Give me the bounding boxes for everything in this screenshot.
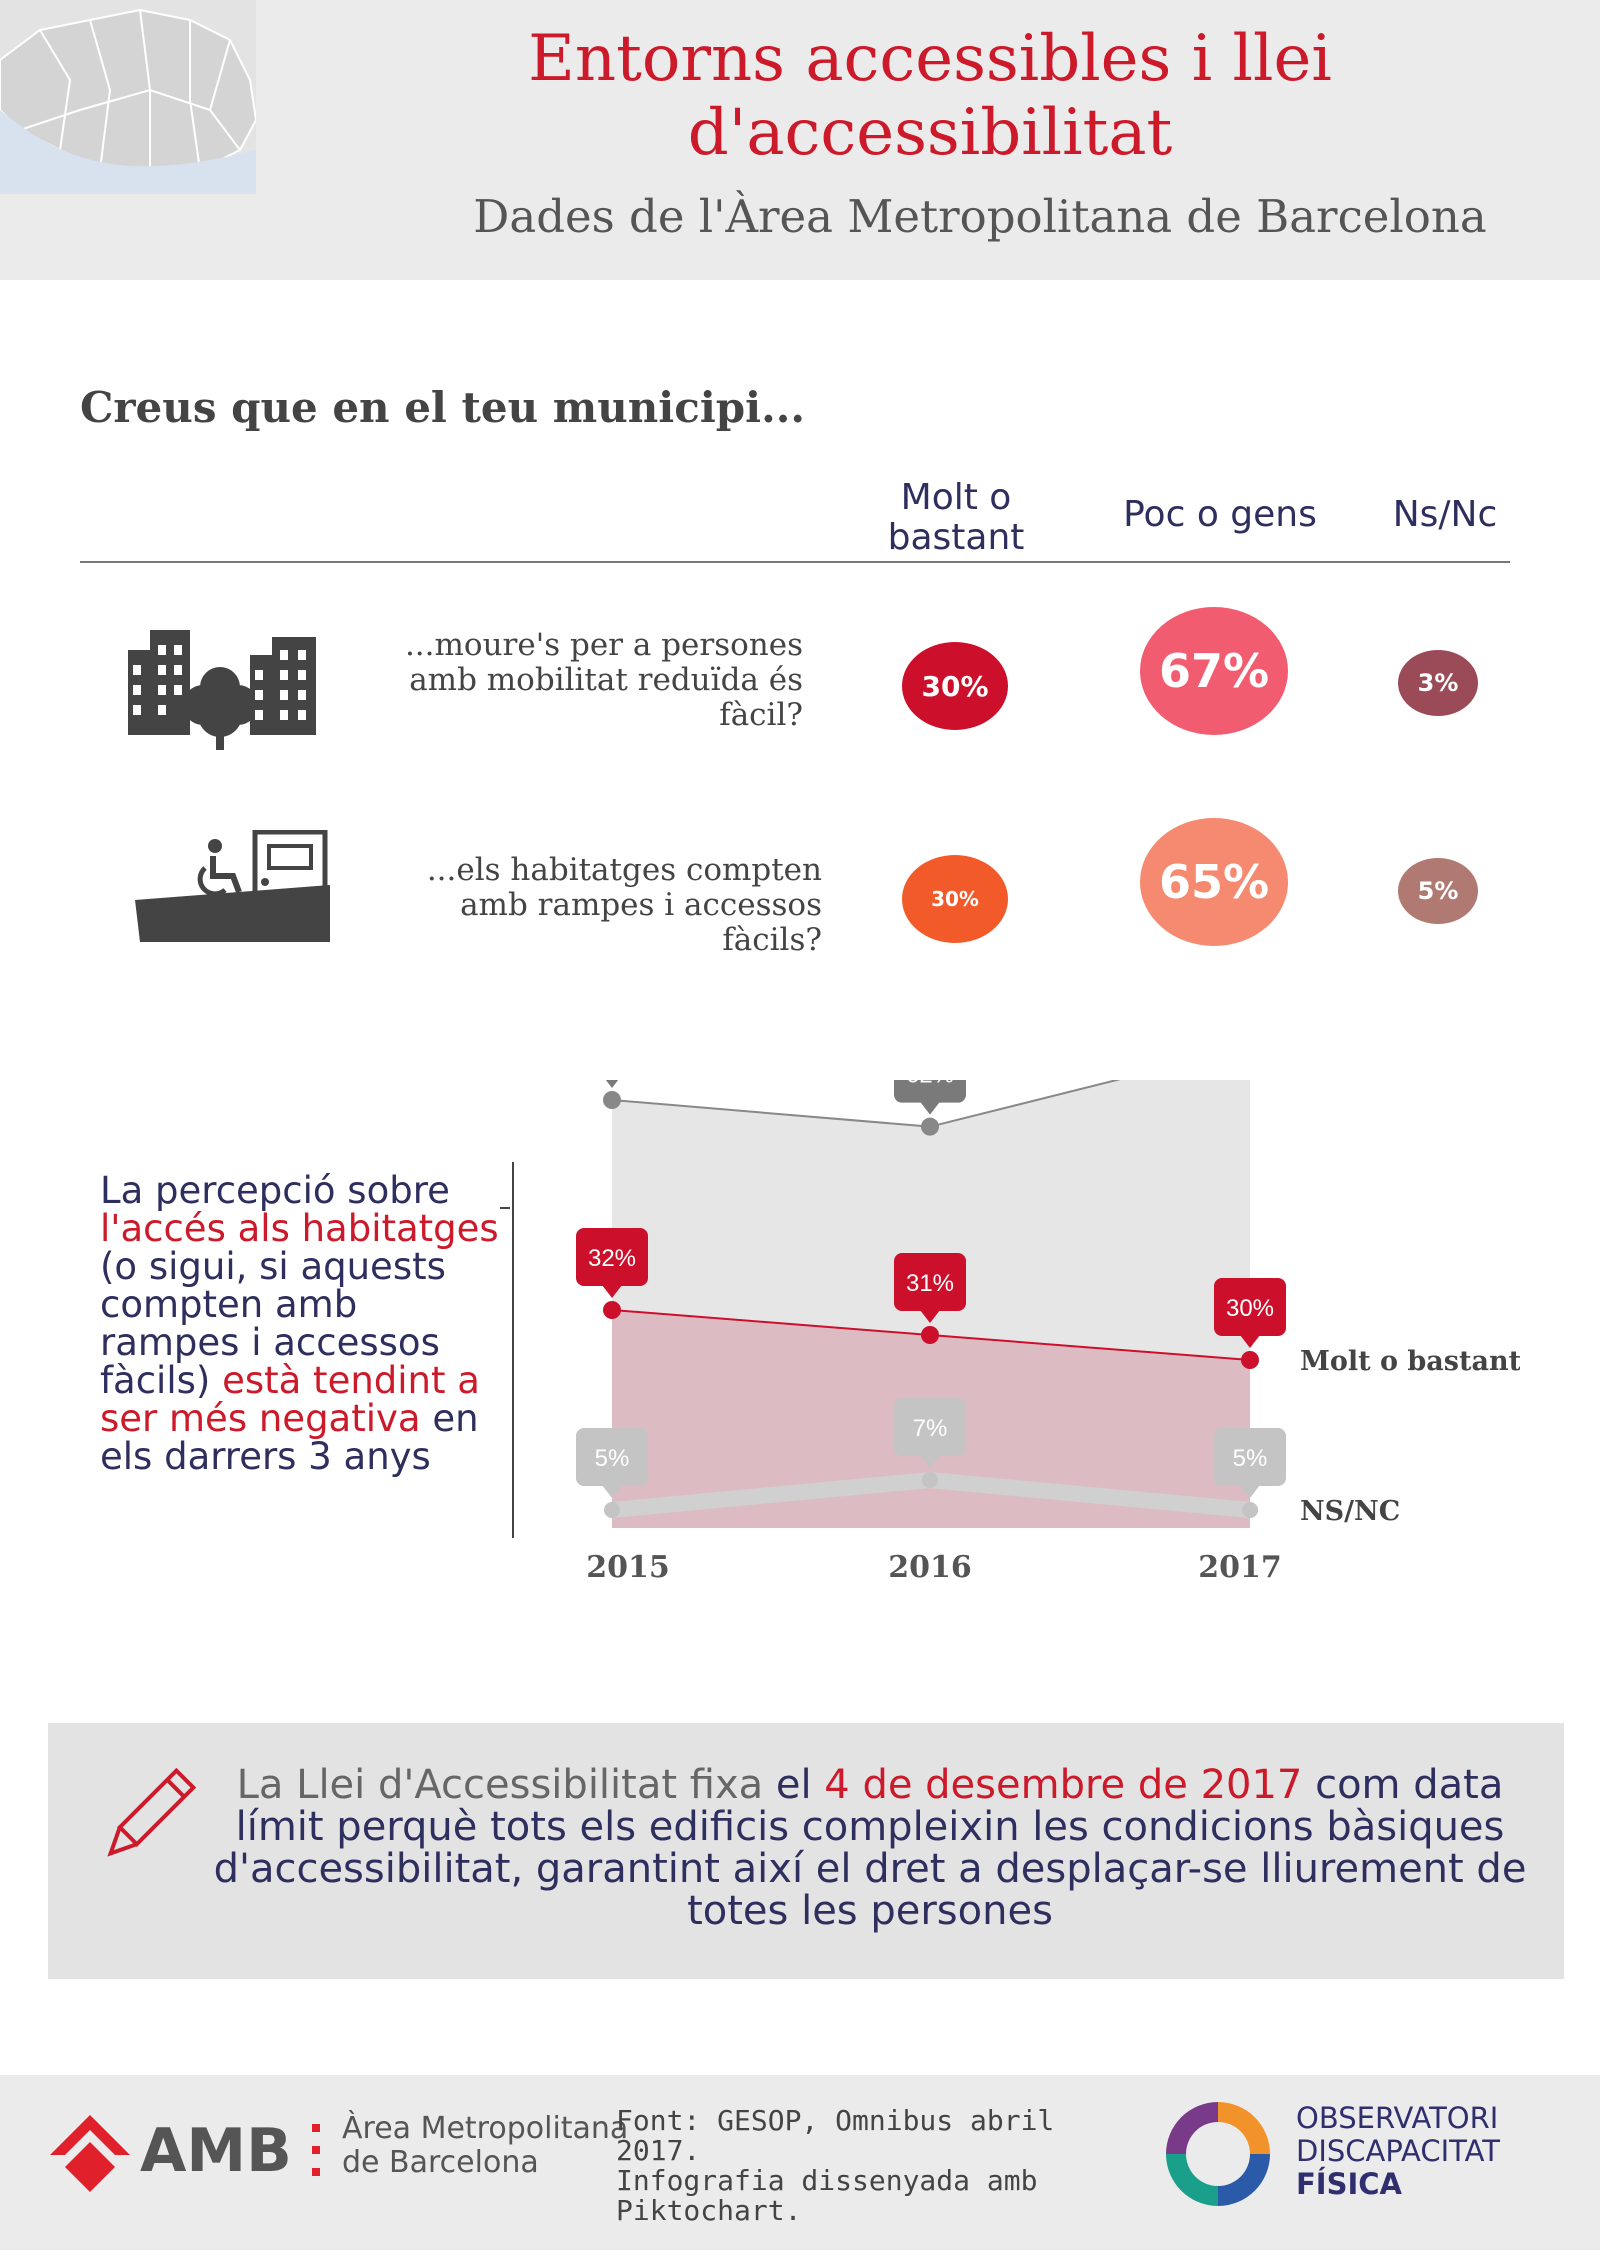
pencil-icon [96,1767,197,1872]
wheelchair-ramp-icon [135,829,335,946]
note-rest: com data límit perquè tots els edificis … [213,1762,1527,1934]
bubble-housing-poc: 65% [1140,818,1288,946]
header-band [0,0,1600,280]
note-box [48,1723,1564,1979]
point-0-2016 [921,1117,939,1136]
data-label-2-2016: 7% [913,1415,948,1442]
label-pointer-2-2015 [602,1485,622,1498]
data-label-2-2017: 5% [1233,1445,1268,1472]
point-0-2015 [603,1091,621,1109]
x-tick-2017: 2017 [1198,1550,1282,1585]
x-tick-2015: 2015 [586,1550,670,1585]
x-tick-2016: 2016 [888,1550,972,1585]
label-pointer-0-2016 [920,1101,940,1115]
label-pointer-0-2015 [605,1080,619,1088]
map-thumbnail [0,0,258,194]
amb-logo-icon [45,2110,135,2204]
label-pointer-1-2017 [1240,1335,1260,1348]
trend-text-2: l'accés als habitatges [100,1207,499,1250]
bubble-mobility-nsnc: 3% [1398,650,1478,716]
footer [0,2075,1600,2250]
data-label-1-2016: 31% [906,1270,954,1297]
note-date: 4 de desembre de 2017 [824,1762,1303,1808]
odf-line1: OBSERVATORI [1296,2101,1499,2135]
point-1-2015 [603,1301,621,1319]
label-box-1-2016 [894,1253,966,1311]
label-box-1-2017 [1214,1278,1286,1336]
source-line2: Infografia dissenyada amb Piktochart. [616,2164,1038,2227]
point-1-2017 [1241,1351,1259,1369]
label-pointer-2-2017 [1240,1485,1260,1498]
city-buildings-tree-icon [120,625,350,754]
label-box-1-2015 [576,1228,648,1286]
odf-line3: FÍSICA [1296,2167,1403,2201]
row-label-housing: ...els habitatges compten amb rampes i a… [426,852,822,958]
source-text: Font: GESOP, Omnibus abril 2017. Infograf… [616,2106,1136,2226]
amb-dot-3 [312,2168,320,2176]
amb-subtitle: Àrea Metropolitana de Barcelona [342,2112,628,2180]
point-1-2016 [921,1326,939,1344]
point-2-2017 [1242,1502,1258,1518]
bubble-housing-nsnc: 5% [1398,858,1478,924]
amb-sub-line2: de Barcelona [342,2145,539,2180]
bubble-mobility-poc: 67% [1140,607,1288,735]
page-title: Entorns accessibles i llei d'accessibili… [528,22,1332,170]
data-label-1-2015: 32% [588,1245,636,1272]
trend-description: La percepció sobre l'accés als habitatge… [100,1172,500,1476]
survey-question: Creus que en el teu municipi... [80,383,805,432]
amb-sub-line1: Àrea Metropolitana [342,2111,629,2146]
label-box-0-2016 [894,1080,966,1103]
odf-logo-icon [1158,2094,1278,2218]
amb-dot-1 [312,2124,320,2132]
column-header-poc: Poc o gens [1123,494,1317,535]
label-box-2-2015 [576,1428,648,1486]
trend-text-3: (o sigui, si aquests compten amb rampes … [100,1245,446,1402]
trend-text-4: està tendint a ser més negativa [100,1359,480,1440]
source-line1: Font: GESOP, Omnibus abril 2017. [616,2104,1055,2167]
bubble-mobility-molt: 30% [902,642,1008,730]
column-header-molt: Molt o bastant [887,477,1025,558]
note-text: La Llei d'Accessibilitat fixa el 4 de de… [200,1764,1540,1932]
column-header-nsnc: Ns/Nc [1392,494,1498,535]
barcelona-map-icon [0,8,258,194]
data-label-2-2015: 5% [595,1445,630,1472]
label-pointer-1-2016 [920,1310,940,1323]
data-label-1-2017: 30% [1226,1295,1274,1322]
point-2-2015 [604,1502,620,1518]
label-box-2-2017 [1214,1428,1286,1486]
note-law: La Llei d'Accessibilitat fixa [236,1762,764,1808]
legend-molt-o-bastant: Molt o bastant [1300,1346,1520,1377]
point-2-2016 [922,1472,938,1488]
note-el: el [763,1762,825,1808]
bubble-housing-molt: 30% [902,855,1008,943]
bracket-line [512,1162,514,1538]
amb-wordmark: AMB [140,2116,292,2186]
odf-wordmark: OBSERVATORI DISCAPACITAT FÍSICA [1296,2102,1500,2201]
page-subtitle: Dades de l'Àrea Metropolitana de Barcelo… [473,190,1487,243]
bracket-tick [500,1207,510,1209]
amb-dot-2 [312,2146,320,2154]
trend-text-1: La percepció sobre [100,1169,450,1212]
label-pointer-2-2016 [920,1455,940,1468]
odf-line2: DISCAPACITAT [1296,2134,1500,2168]
label-pointer-1-2015 [602,1285,622,1298]
label-box-2-2016 [894,1398,966,1456]
data-label-0-2016: 62% [906,1080,954,1089]
row-label-mobility: ...moure's per a persones amb mobilitat … [404,627,803,733]
trend-text-5: en els darrers 3 anys [100,1397,479,1478]
header-divider [80,561,1510,563]
legend-ns-nc: NS/NC [1300,1496,1400,1527]
